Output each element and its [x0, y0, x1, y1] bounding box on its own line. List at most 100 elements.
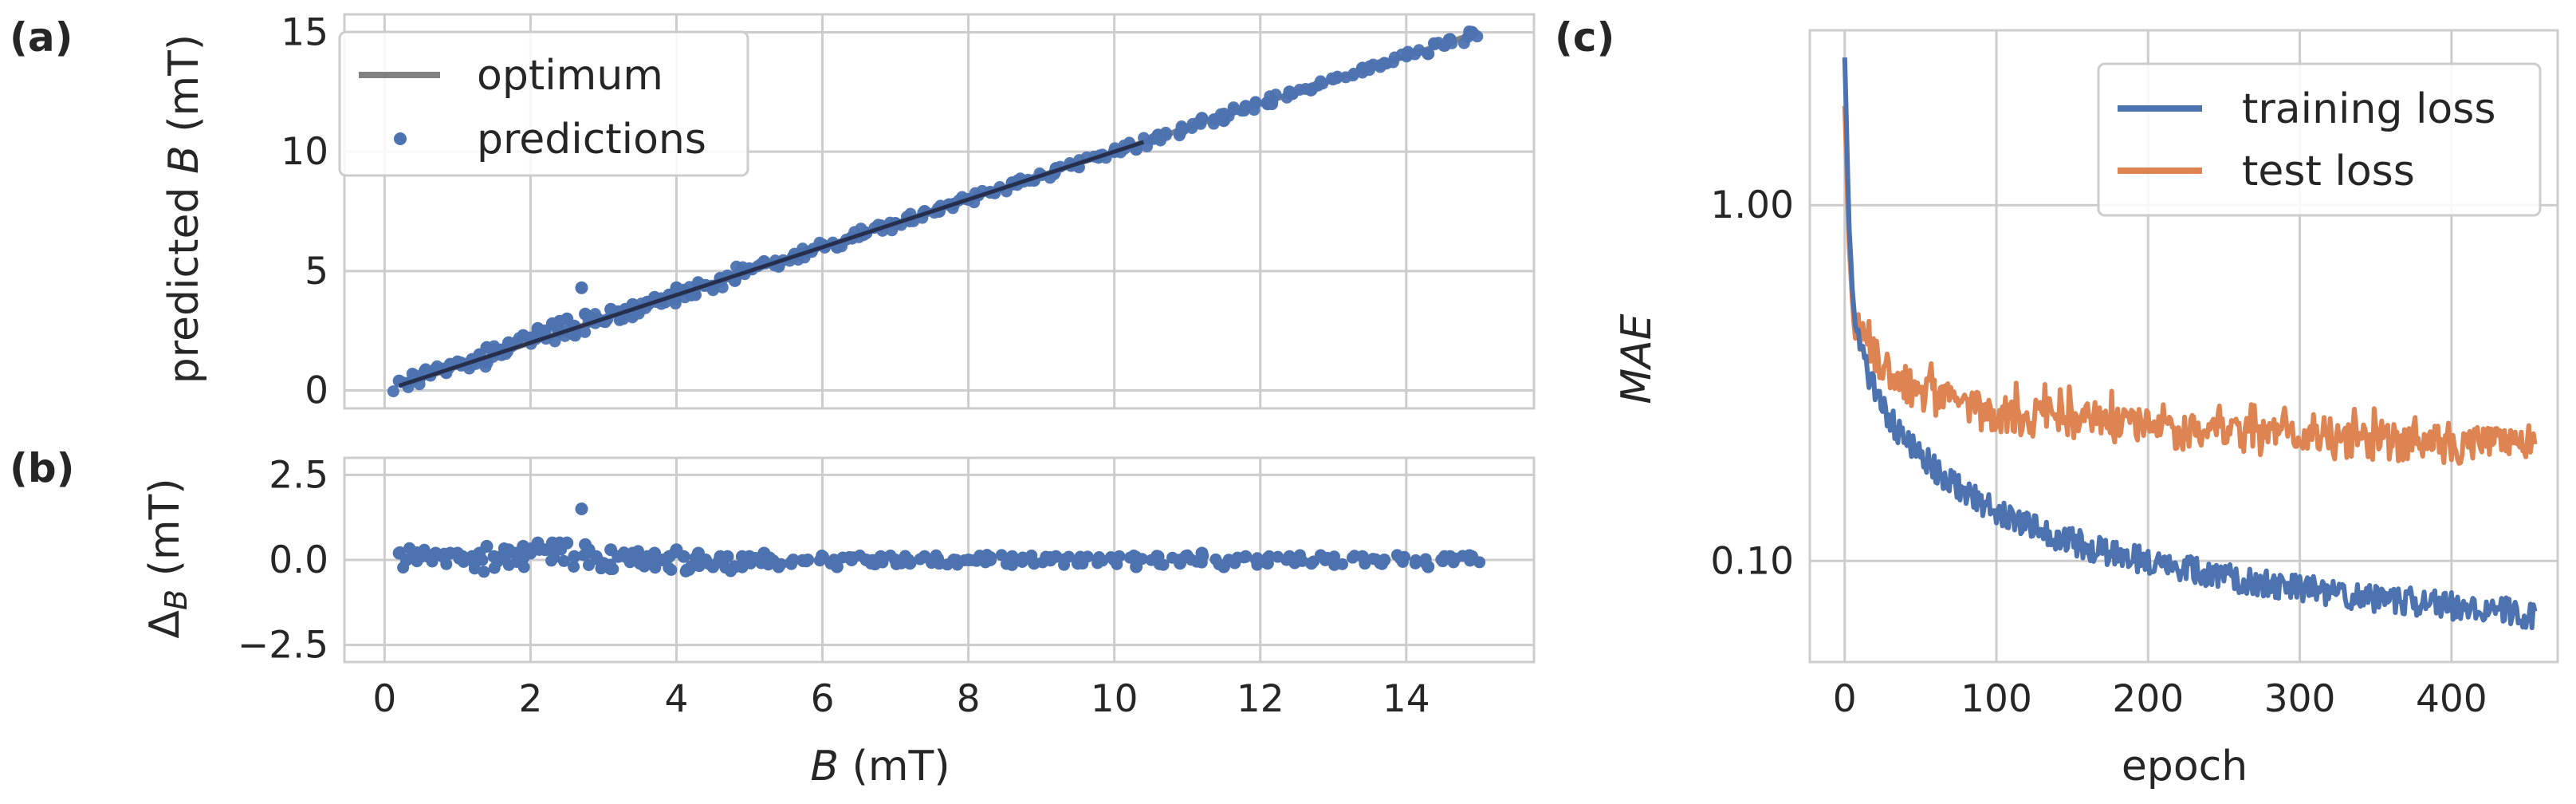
- prediction-point: [1316, 77, 1329, 90]
- residual-point: [702, 558, 715, 570]
- residual-point: [1438, 550, 1451, 562]
- optimum-line-overlap: [398, 140, 1145, 388]
- legend-training-label: training loss: [2242, 85, 2495, 133]
- prediction-point: [1238, 104, 1251, 117]
- prediction-point: [579, 325, 592, 338]
- xtick-label: 14: [1382, 677, 1430, 721]
- panel-c-marks: [1842, 57, 2538, 631]
- ytick-label: 1.00: [1710, 183, 1794, 227]
- residual-point: [1135, 553, 1148, 566]
- residual-point: [491, 555, 504, 568]
- residual-point: [970, 554, 983, 567]
- residual-point: [917, 551, 930, 564]
- legend-predictions-label: predictions: [477, 116, 706, 164]
- panel-a-marks: [387, 25, 1484, 398]
- panel-c-yticks: 1.00 0.10: [1710, 183, 1794, 583]
- prediction-point: [1442, 33, 1455, 45]
- panel-b-ylabel: ΔB (mT): [141, 478, 194, 638]
- residual-point: [457, 555, 470, 568]
- residual-point: [517, 552, 530, 565]
- residual-point: [774, 558, 787, 570]
- residual-point: [582, 558, 595, 571]
- panel-b-yticks: 2.5 0.0 −2.5: [238, 453, 328, 667]
- residual-point: [649, 562, 662, 574]
- residual-point: [725, 565, 737, 577]
- residual-point: [582, 546, 595, 559]
- prediction-point: [1193, 115, 1205, 128]
- residual-point: [876, 556, 889, 569]
- residual-point: [607, 562, 619, 575]
- residual-point: [1327, 550, 1340, 563]
- ytick-label: 5: [305, 250, 328, 294]
- ytick-label: 0.10: [1710, 539, 1794, 583]
- residual-point: [853, 550, 866, 562]
- panel-a-yticks: 0 5 10 15: [281, 10, 328, 412]
- residual-point: [568, 560, 580, 573]
- legend-predictions-marker: [394, 132, 407, 145]
- residual-point: [1410, 554, 1422, 566]
- ytick-label: 15: [281, 10, 328, 54]
- xtick-label: 4: [665, 677, 689, 721]
- residual-point: [555, 543, 568, 556]
- panel-b-frame: [343, 456, 1536, 664]
- xtick-label: 300: [2264, 677, 2336, 721]
- residual-point: [1111, 558, 1123, 570]
- residual-point: [501, 548, 513, 561]
- prediction-point: [689, 289, 702, 302]
- xtick-label: 100: [1961, 677, 2032, 721]
- residual-point: [631, 545, 644, 558]
- prediction-point: [575, 281, 588, 294]
- ytick-label: 2.5: [269, 453, 328, 497]
- residual-point: [1197, 550, 1209, 562]
- xtick-label: 6: [811, 677, 835, 721]
- xtick-label: 12: [1237, 677, 1284, 721]
- residual-point: [478, 566, 490, 578]
- residual-point: [480, 539, 494, 553]
- prediction-point: [513, 332, 525, 345]
- residual-point: [1093, 550, 1106, 563]
- residual-point: [548, 551, 560, 564]
- residual-point: [568, 550, 581, 563]
- prediction-point: [387, 385, 399, 398]
- residual-point: [665, 563, 678, 576]
- prediction-point: [1177, 123, 1190, 136]
- residual-point: [1251, 558, 1264, 571]
- residual-point: [394, 546, 407, 558]
- xtick-label: 200: [2112, 677, 2184, 721]
- residual-point: [1237, 551, 1250, 564]
- residual-point: [903, 555, 916, 568]
- panel-c-legend: training loss test loss: [2097, 62, 2542, 217]
- panel-a-legend-box: [338, 30, 749, 177]
- training-loss-line: [1842, 57, 2538, 631]
- residual-point: [476, 554, 489, 566]
- residual-point: [1025, 549, 1038, 562]
- panel-c-letter: (c): [1555, 14, 1614, 61]
- xtick-label: 10: [1091, 677, 1139, 721]
- residual-point: [1464, 554, 1477, 567]
- panel-b-marks: [392, 503, 1486, 578]
- prediction-point: [1159, 126, 1172, 139]
- residual-point: [1473, 556, 1486, 569]
- prediction-point: [1249, 96, 1262, 108]
- ytick-label: 0: [305, 369, 328, 413]
- panel-a-ylabel: predicted B (mT): [160, 34, 208, 384]
- residual-point: [985, 551, 997, 564]
- prediction-point: [1269, 89, 1282, 101]
- residual-point: [1153, 558, 1166, 570]
- prediction-point: [549, 335, 561, 348]
- prediction-point: [1293, 84, 1306, 97]
- residual-point: [418, 543, 431, 556]
- residual-point: [438, 547, 450, 560]
- residual-point: [884, 549, 897, 562]
- residual-point: [623, 556, 636, 569]
- xtick-label: 2: [518, 677, 542, 721]
- prediction-point: [531, 325, 544, 338]
- panel-b-xlabel: B (mT): [810, 743, 950, 790]
- panel-a: 0 5 10 15 predicted B (mT) (a) optimum pred…: [10, 10, 1536, 413]
- residual-point: [816, 550, 829, 563]
- residual-point: [1398, 550, 1411, 563]
- ytick-label: 10: [281, 130, 328, 174]
- panel-a-frame: [343, 13, 1536, 410]
- panel-c-xticks: 0 100 200 300 400: [1833, 677, 2488, 721]
